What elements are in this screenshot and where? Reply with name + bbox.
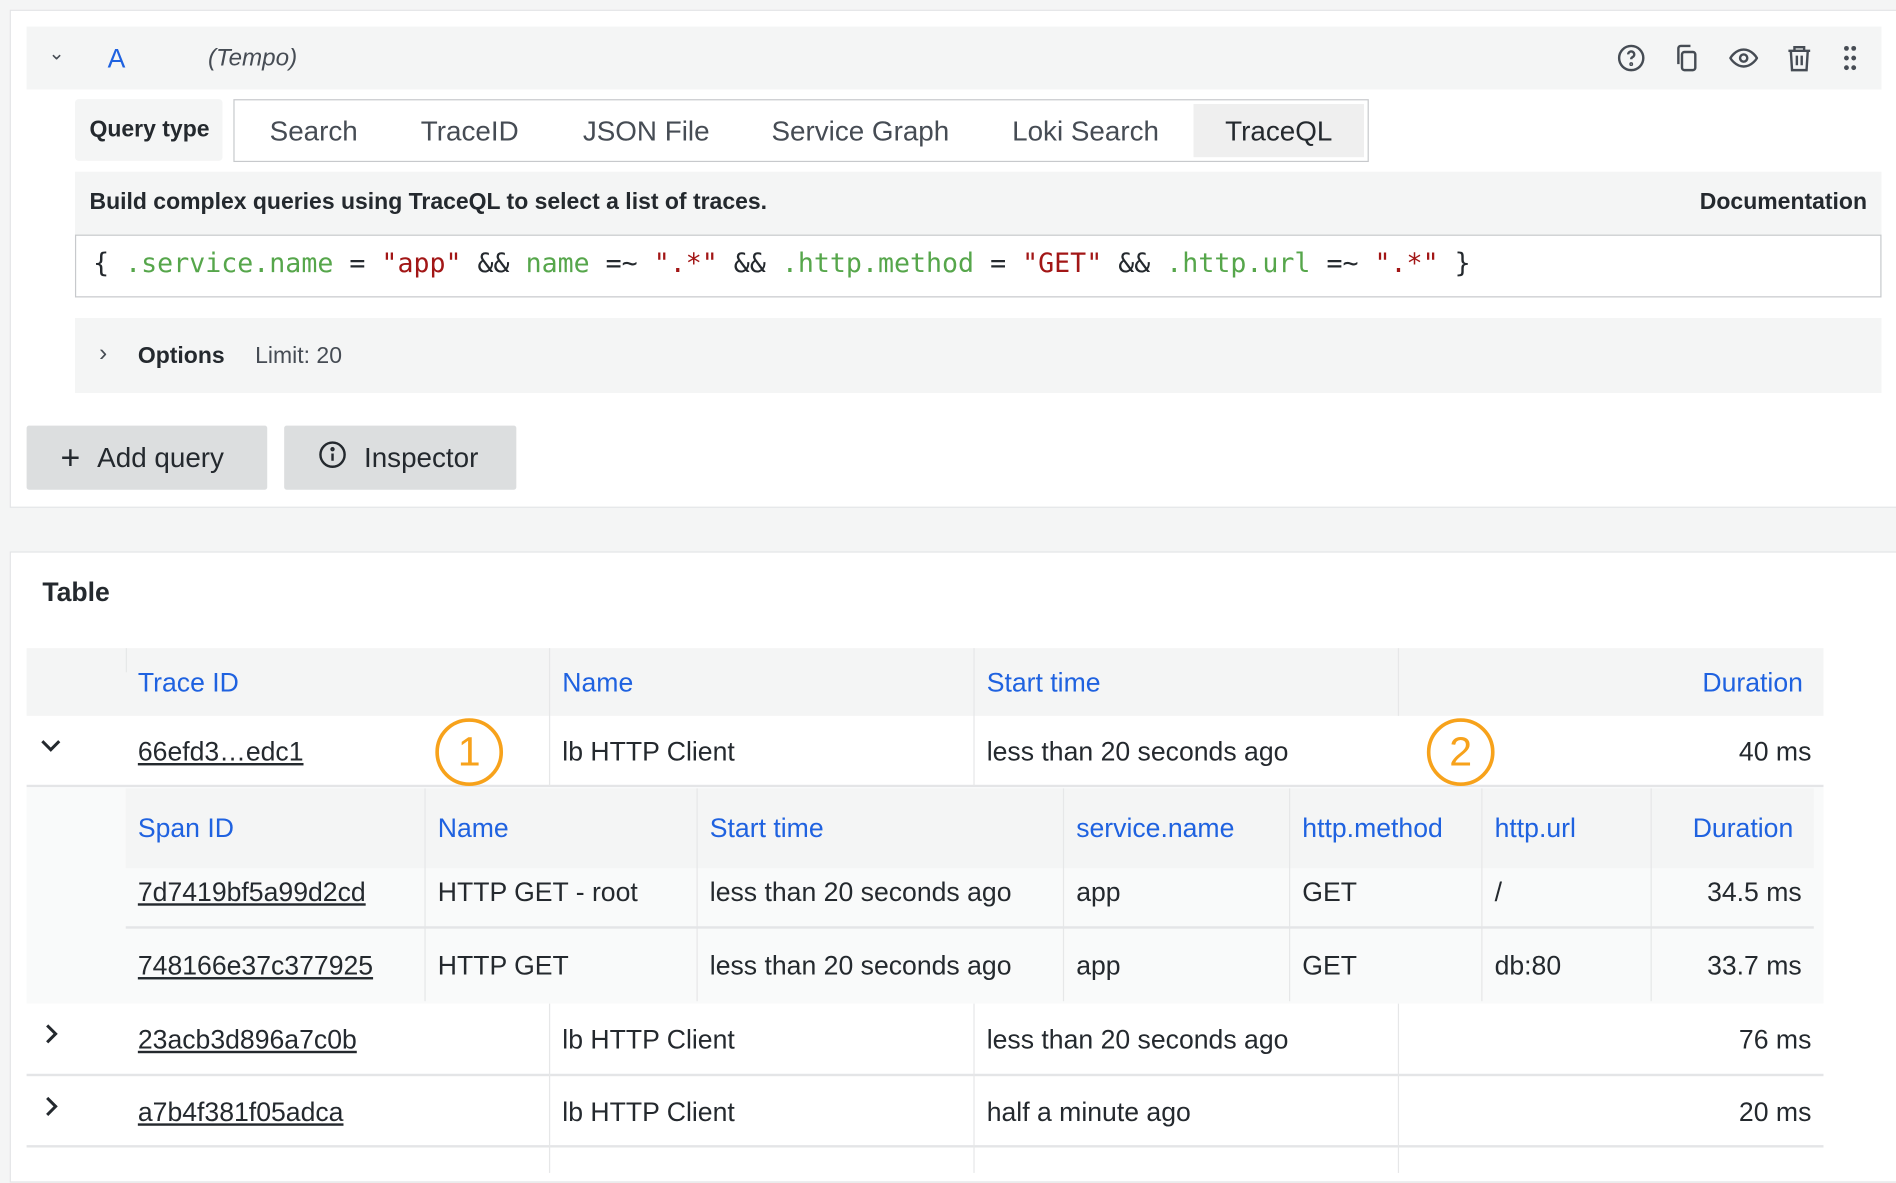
trace-name: lb HTTP Client bbox=[562, 1096, 735, 1127]
traceql-description: Build complex queries using TraceQL to s… bbox=[89, 189, 768, 216]
options-label: Options bbox=[137, 343, 225, 369]
trace-start: less than 20 seconds ago bbox=[986, 736, 1289, 767]
query-token: .http.method bbox=[781, 249, 975, 280]
add-query-label: Add query bbox=[97, 441, 224, 473]
query-token: = bbox=[974, 249, 1023, 280]
query-type-label-box: Query type bbox=[74, 99, 223, 161]
span-http-method: GET bbox=[1302, 950, 1358, 981]
trace-start: half a minute ago bbox=[986, 1096, 1191, 1127]
query-token: "GET" bbox=[1022, 249, 1103, 280]
query-token: { bbox=[93, 249, 126, 280]
query-token: && bbox=[717, 249, 782, 280]
collapse-row-chevron-icon[interactable] bbox=[39, 733, 63, 764]
col-start-time[interactable]: Start time bbox=[986, 667, 1101, 698]
col-duration[interactable]: Duration bbox=[1702, 667, 1803, 698]
trace-duration: 20 ms bbox=[1738, 1096, 1812, 1127]
traceql-editor[interactable]: { .service.name = "app" && name =~ ".*" … bbox=[74, 234, 1882, 298]
span-duration: 33.7 ms bbox=[1707, 950, 1802, 981]
span-service-name: app bbox=[1076, 876, 1121, 907]
plus-icon: + bbox=[60, 438, 81, 476]
span-http-url: db:80 bbox=[1494, 950, 1562, 981]
query-type-traceql-label: TraceQL bbox=[1225, 114, 1333, 147]
info-icon bbox=[318, 440, 347, 476]
options-bar[interactable]: › Options Limit: 20 bbox=[74, 318, 1882, 393]
query-token: .http.url bbox=[1166, 249, 1311, 280]
trace-name: lb HTTP Client bbox=[562, 1024, 735, 1055]
datasource-name: (Tempo) bbox=[207, 44, 298, 72]
span-id-link[interactable]: 7d7419bf5a99d2cd bbox=[137, 876, 366, 907]
traceql-description-bar: Build complex queries using TraceQL to s… bbox=[74, 171, 1882, 235]
chevron-right-icon: › bbox=[99, 339, 108, 367]
span-col-http-method[interactable]: http.method bbox=[1302, 812, 1443, 843]
trace-duration: 40 ms bbox=[1738, 736, 1812, 767]
query-token: name bbox=[525, 249, 590, 280]
help-icon[interactable] bbox=[1615, 42, 1646, 73]
span-service-name: app bbox=[1076, 950, 1121, 981]
trace-id-link[interactable]: 66efd3…edc1 bbox=[137, 736, 304, 767]
drag-handle-icon[interactable] bbox=[1834, 42, 1865, 73]
span-http-url: / bbox=[1494, 876, 1502, 907]
query-type-loki-search[interactable]: Loki Search bbox=[1012, 114, 1159, 147]
trace-id-link[interactable]: 23acb3d896a7c0b bbox=[137, 1024, 357, 1055]
inspector-button[interactable]: Inspector bbox=[284, 425, 517, 490]
span-col-name[interactable]: Name bbox=[437, 812, 509, 843]
query-type-search[interactable]: Search bbox=[269, 114, 358, 147]
query-type-label: Query type bbox=[89, 117, 210, 143]
table-header bbox=[26, 648, 1824, 716]
annotation-marker-2: 2 bbox=[1426, 718, 1495, 786]
query-header: ⌄ A (Tempo) bbox=[26, 26, 1882, 90]
col-name[interactable]: Name bbox=[562, 667, 634, 698]
query-type-traceid[interactable]: TraceID bbox=[420, 114, 519, 147]
expand-row-chevron-icon[interactable] bbox=[39, 1094, 63, 1125]
add-query-button[interactable]: + Add query bbox=[26, 425, 268, 490]
span-id-link[interactable]: 748166e37c377925 bbox=[137, 950, 374, 981]
span-start-time: less than 20 seconds ago bbox=[709, 950, 1012, 981]
query-token: && bbox=[1102, 249, 1167, 280]
query-token: ".*" bbox=[1374, 249, 1439, 280]
table-title: Table bbox=[42, 576, 110, 608]
span-name: HTTP GET bbox=[437, 950, 569, 981]
query-token: = bbox=[333, 249, 382, 280]
span-http-method: GET bbox=[1302, 876, 1358, 907]
query-type-service-graph[interactable]: Service Graph bbox=[771, 114, 950, 147]
span-start-time: less than 20 seconds ago bbox=[709, 876, 1012, 907]
span-name: HTTP GET - root bbox=[437, 876, 638, 907]
col-trace-id[interactable]: Trace ID bbox=[137, 667, 239, 698]
duplicate-icon[interactable] bbox=[1671, 42, 1702, 73]
query-token: "app" bbox=[381, 249, 462, 280]
span-table-header bbox=[125, 788, 1814, 869]
query-token: .service.name bbox=[125, 249, 334, 280]
trace-id-link[interactable]: a7b4f381f05adca bbox=[137, 1096, 344, 1127]
trace-name: lb HTTP Client bbox=[562, 736, 735, 767]
span-col-service-name[interactable]: service.name bbox=[1076, 812, 1235, 843]
expand-row-chevron-icon[interactable] bbox=[39, 1022, 63, 1053]
span-col-start-time[interactable]: Start time bbox=[709, 812, 824, 843]
annotation-marker-1: 1 bbox=[435, 718, 504, 786]
limit-text: Limit: 20 bbox=[255, 343, 342, 369]
query-type-json-file[interactable]: JSON File bbox=[582, 114, 710, 147]
query-token: =~ bbox=[1310, 249, 1375, 280]
eye-icon[interactable] bbox=[1728, 42, 1759, 73]
span-col-http-url[interactable]: http.url bbox=[1494, 812, 1576, 843]
collapse-chevron-icon[interactable]: ⌄ bbox=[48, 43, 65, 65]
trash-icon[interactable] bbox=[1784, 42, 1815, 73]
query-type-radio-group: Search TraceID JSON File Service Graph L… bbox=[233, 99, 1369, 163]
query-ref-id[interactable]: A bbox=[107, 43, 126, 74]
span-duration: 34.5 ms bbox=[1707, 876, 1802, 907]
query-token: } bbox=[1438, 249, 1471, 280]
span-col-span-id[interactable]: Span ID bbox=[137, 812, 234, 843]
query-token: =~ bbox=[589, 249, 654, 280]
query-type-traceql[interactable]: TraceQL bbox=[1193, 103, 1364, 158]
trace-start: less than 20 seconds ago bbox=[986, 1024, 1289, 1055]
documentation-link[interactable]: Documentation bbox=[1699, 189, 1868, 216]
traceql-query-text: { .service.name = "app" && name =~ ".*" … bbox=[93, 249, 1471, 279]
query-token: && bbox=[461, 249, 526, 280]
span-col-duration[interactable]: Duration bbox=[1692, 812, 1794, 843]
query-token: ".*" bbox=[653, 249, 718, 280]
inspector-label: Inspector bbox=[363, 441, 479, 473]
trace-duration: 76 ms bbox=[1738, 1024, 1812, 1055]
